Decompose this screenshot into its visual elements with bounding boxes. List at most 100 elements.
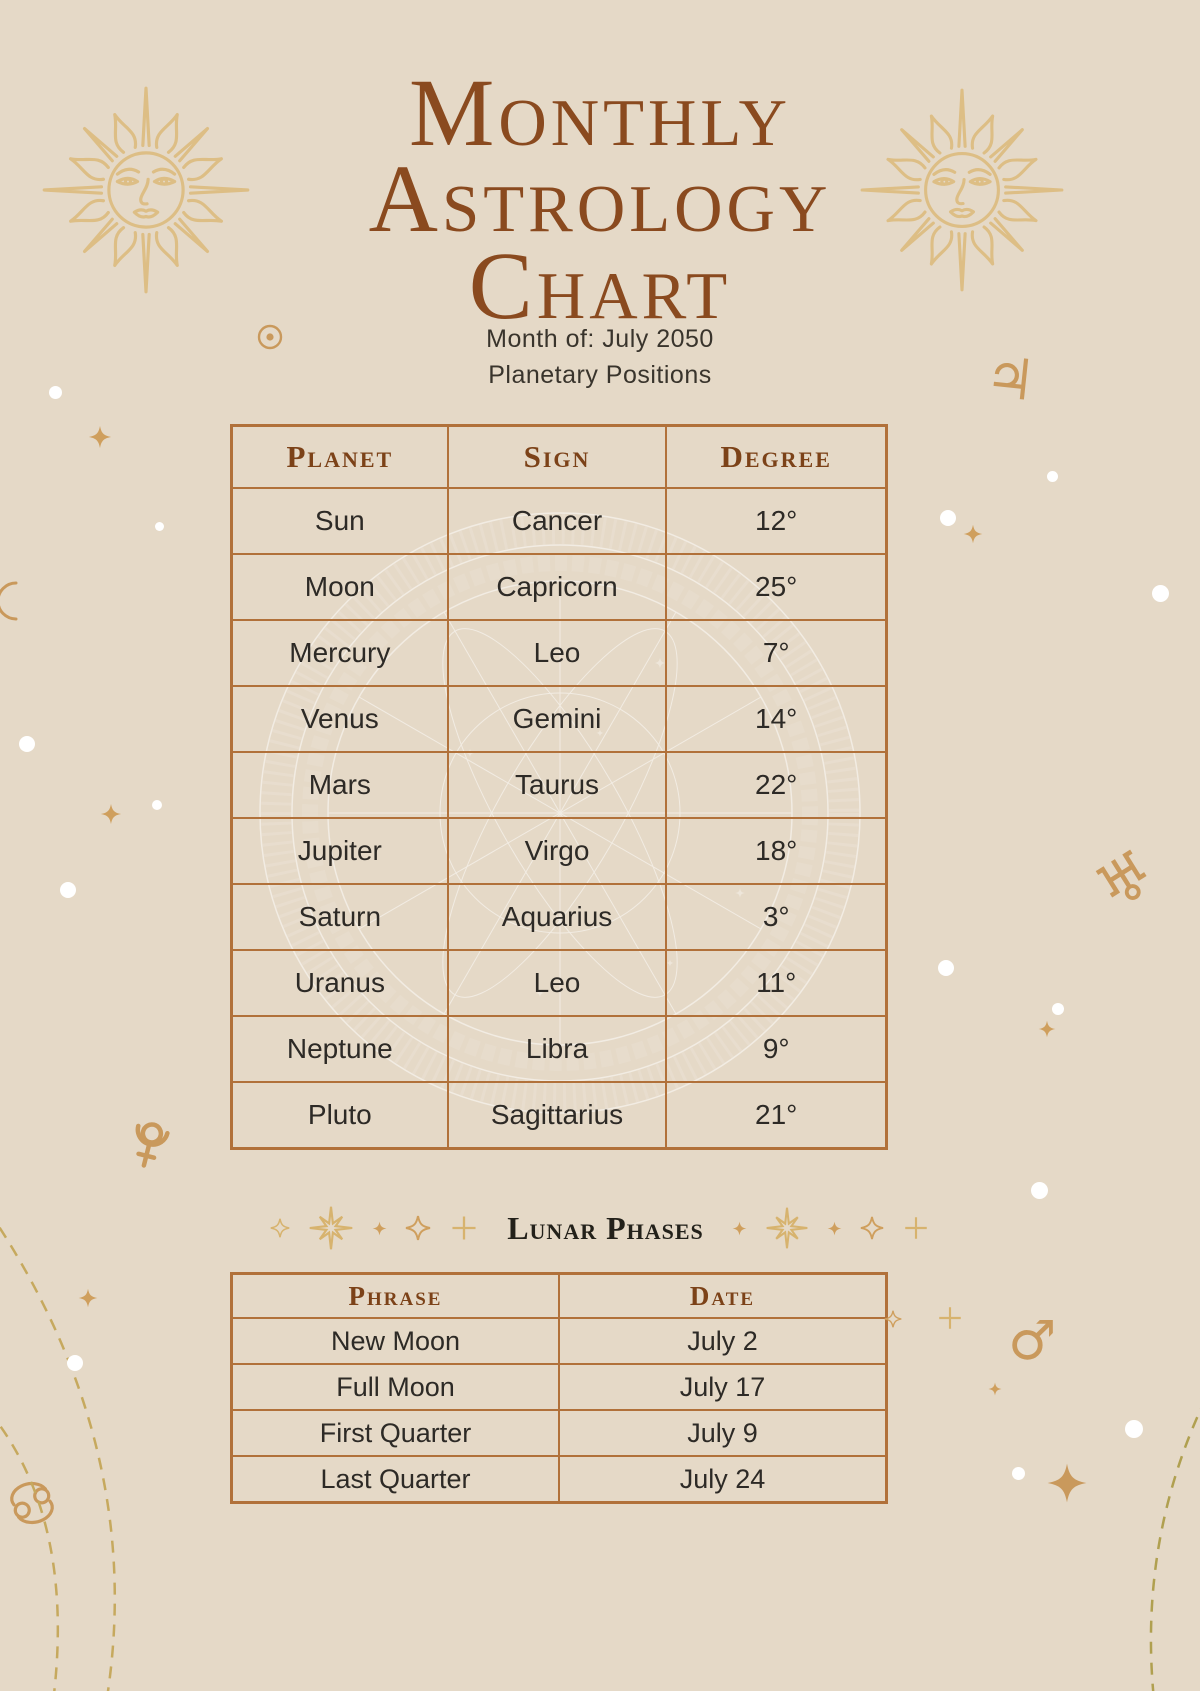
planet-cell: Sun	[230, 487, 449, 555]
planet-cell: Jupiter	[230, 817, 449, 885]
sign-cell: Sagittarius	[446, 1081, 668, 1150]
degree-cell: 3°	[665, 883, 888, 951]
phrase-cell: New Moon	[230, 1317, 560, 1365]
sign-cell: Leo	[446, 619, 668, 687]
degree-cell: 21°	[665, 1081, 888, 1150]
subtitle: Month of: July 2050 Planetary Positions	[0, 321, 1200, 393]
sparkle-icon	[1047, 1463, 1087, 1503]
degree-cell: 18°	[665, 817, 888, 885]
table-row: Moon Capricorn 25°	[230, 553, 888, 621]
sparkle-icon	[732, 1221, 747, 1235]
sign-cell: Cancer	[446, 487, 668, 555]
sign-cell: Libra	[446, 1015, 668, 1083]
sparkle-icon	[78, 1288, 98, 1308]
sign-cell: Aquarius	[446, 883, 668, 951]
table-row: Saturn Aquarius 3°	[230, 883, 888, 951]
white-dot	[1052, 1003, 1064, 1015]
planetary-positions-table: Planet Sign Degree Sun Cancer 12° Moon C…	[230, 424, 888, 1150]
sparkle-icon	[988, 1382, 1002, 1396]
sparkle-icon	[100, 803, 122, 825]
page-title-line: Monthly	[408, 59, 792, 166]
white-dot	[19, 736, 35, 752]
table-row: Venus Gemini 14°	[230, 685, 888, 753]
table-row: Pluto Sagittarius 21°	[230, 1081, 888, 1150]
table-header-row: Planet Sign Degree	[230, 424, 888, 489]
planet-cell: Pluto	[230, 1081, 449, 1150]
white-dot	[1125, 1420, 1143, 1438]
date-cell: July 17	[558, 1363, 888, 1411]
sparkle-icon	[859, 1216, 884, 1240]
phrase-cell: Full Moon	[230, 1363, 560, 1411]
white-dot	[938, 960, 954, 976]
planet-column-header: Planet	[230, 424, 449, 489]
sparkle-icon	[372, 1221, 387, 1235]
degree-cell: 11°	[665, 949, 888, 1017]
jupiter-symbol-icon: ♃	[981, 344, 1039, 415]
positions-label: Planetary Positions	[488, 361, 712, 389]
sparkle-icon	[1038, 1020, 1056, 1038]
mars-symbol-icon: ♂	[1008, 1309, 1057, 1372]
degree-cell: 25°	[665, 553, 888, 621]
planet-cell: Venus	[230, 685, 449, 753]
table-row: Neptune Libra 9°	[230, 1015, 888, 1083]
table-row: Mercury Leo 7°	[230, 619, 888, 687]
circled-dot-icon	[257, 324, 283, 350]
sign-cell: Capricorn	[446, 553, 668, 621]
dashed-curve	[1149, 1408, 1200, 1691]
mercury-symbol-icon	[135, 1122, 170, 1168]
date-cell: July 9	[558, 1409, 888, 1457]
table-row: Sun Cancer 12°	[230, 487, 888, 555]
uranus-symbol-icon: ♅	[1082, 834, 1169, 927]
sparkle-icon	[405, 1215, 432, 1241]
white-dot	[1031, 1182, 1048, 1199]
white-dot	[155, 522, 164, 531]
sign-column-header: Sign	[446, 424, 668, 489]
planet-cell: Uranus	[230, 949, 449, 1017]
degree-cell: 7°	[665, 619, 888, 687]
sign-cell: Leo	[446, 949, 668, 1017]
planet-cell: Moon	[230, 553, 449, 621]
sparkle-icon	[963, 524, 983, 544]
white-dot	[60, 882, 76, 898]
lunar-phases-table: Phrase Date New Moon July 2 Full Moon Ju…	[230, 1272, 888, 1504]
white-dot	[49, 386, 62, 399]
phrase-cell: First Quarter	[230, 1409, 560, 1457]
table-row: Last Quarter July 24	[230, 1455, 888, 1504]
white-dot	[940, 510, 956, 526]
sign-cell: Taurus	[446, 751, 668, 819]
white-dot	[152, 800, 162, 810]
table-row: Mars Taurus 22°	[230, 751, 888, 819]
white-dot	[1012, 1467, 1025, 1480]
page-title-line: Chart	[468, 231, 732, 339]
sign-cell: Virgo	[446, 817, 668, 885]
white-dot	[1152, 585, 1169, 602]
sign-cell: Gemini	[446, 685, 668, 753]
burst-star-icon	[765, 1206, 809, 1250]
phrase-column-header: Phrase	[230, 1272, 560, 1319]
page-title: Monthly Astrology Chart	[0, 59, 1200, 339]
degree-column-header: Degree	[665, 424, 888, 489]
date-cell: July 2	[558, 1317, 888, 1365]
plus-ornament-icon	[938, 1306, 962, 1330]
crescent-icon	[0, 581, 18, 621]
degree-cell: 9°	[665, 1015, 888, 1083]
planet-cell: Mars	[230, 751, 449, 819]
dashed-curve	[0, 1226, 117, 1691]
sparkle-icon	[88, 425, 112, 449]
phrase-cell: Last Quarter	[230, 1455, 560, 1504]
table-row: Jupiter Virgo 18°	[230, 817, 888, 885]
sparkle-icon	[884, 1310, 902, 1328]
date-cell: July 24	[558, 1455, 888, 1504]
cancer-symbol-icon	[10, 1481, 54, 1525]
page-title-line: Astrology	[368, 145, 832, 253]
planet-cell: Saturn	[230, 883, 449, 951]
sparkle-icon	[827, 1221, 842, 1235]
table-header-row: Phrase Date	[230, 1272, 888, 1319]
lunar-phases-heading-row: Lunar Phases	[0, 1200, 1200, 1256]
degree-cell: 12°	[665, 487, 888, 555]
plus-ornament-icon	[451, 1215, 477, 1241]
month-label: Month of: July 2050	[486, 325, 714, 353]
white-dot	[1047, 471, 1058, 482]
planet-cell: Mercury	[230, 619, 449, 687]
